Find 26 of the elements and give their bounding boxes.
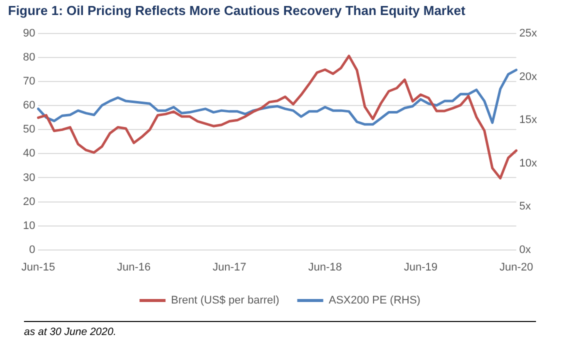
y2-tick-label: 15x xyxy=(519,114,538,126)
x-tick-label: Jun-15 xyxy=(21,261,56,274)
y-tick-label: 0 xyxy=(29,244,36,256)
y-tick-label: 10 xyxy=(22,220,36,232)
y2-tick-label: 5x xyxy=(519,200,532,213)
legend-label: Brent (US$ per barrel) xyxy=(171,294,280,307)
y-tick-label: 90 xyxy=(22,28,36,40)
y-tick-label: 60 xyxy=(22,100,36,112)
y-tick-label: 40 xyxy=(22,148,36,160)
y2-tick-label: 20x xyxy=(519,70,538,83)
x-tick-label: Jun-16 xyxy=(117,261,151,274)
y2-tick-label: 25x xyxy=(519,28,538,40)
x-tick-label: Jun-18 xyxy=(308,261,342,274)
x-tick-label: Jun-17 xyxy=(212,261,246,274)
legend-label: ASX200 PE (RHS) xyxy=(328,294,420,307)
y-tick-label: 30 xyxy=(22,172,36,184)
y2-tick-label: 0x xyxy=(519,244,532,256)
y-tick-label: 80 xyxy=(22,52,36,64)
text: as at 30 June 2020. xyxy=(24,321,536,338)
y2-tick-label: 10x xyxy=(519,157,538,170)
x-tick-label: Jun-20 xyxy=(499,261,534,274)
y-tick-label: 50 xyxy=(22,124,36,136)
y-tick-label: 20 xyxy=(22,196,36,208)
y-tick-label: 70 xyxy=(22,76,36,88)
x-tick-label: Jun-19 xyxy=(404,261,438,274)
chart-title: Figure 1: Oil Pricing Reflects More Cautious Recovery Than Equity Market xyxy=(8,3,466,18)
